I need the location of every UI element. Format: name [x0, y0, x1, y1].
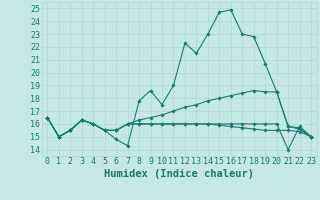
X-axis label: Humidex (Indice chaleur): Humidex (Indice chaleur) [104, 169, 254, 179]
